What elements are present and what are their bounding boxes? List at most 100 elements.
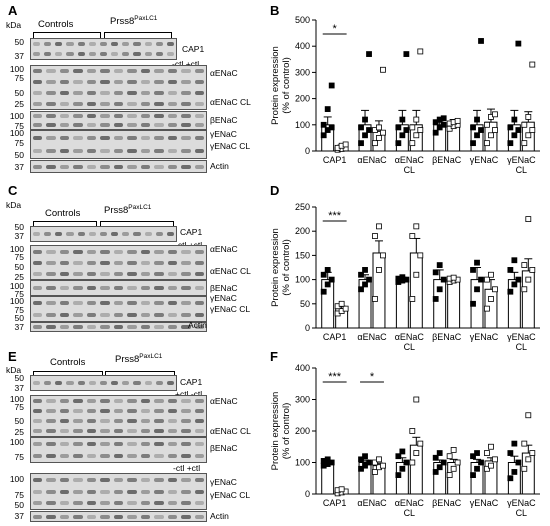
data-point xyxy=(320,271,327,278)
blot-band xyxy=(73,501,83,506)
blot-band xyxy=(154,122,164,127)
blot-band xyxy=(86,301,97,305)
blot-band xyxy=(100,114,110,119)
category-label: βENaC xyxy=(432,498,462,508)
data-point xyxy=(413,450,420,456)
blot-band xyxy=(46,149,56,154)
data-point xyxy=(478,459,484,466)
blot-band xyxy=(127,313,137,317)
blot-band xyxy=(122,42,130,46)
blot-band xyxy=(100,429,110,433)
data-point xyxy=(521,440,528,447)
label-gamma-enac: γENaC xyxy=(210,477,237,487)
blot-band xyxy=(111,52,119,56)
blot-band xyxy=(33,301,43,305)
blot-band xyxy=(33,90,43,95)
panel-letter-c: C xyxy=(8,183,18,198)
blot-gamma-enac xyxy=(30,473,207,510)
blot-band xyxy=(181,135,191,140)
y-tick-label: 150 xyxy=(295,250,310,260)
data-point xyxy=(409,124,416,131)
data-point xyxy=(366,127,372,133)
blot-band xyxy=(140,477,151,482)
category-label: CAP1 xyxy=(323,155,347,165)
blot-band xyxy=(86,501,97,506)
panel-letter-d: D xyxy=(270,183,280,198)
blot-band xyxy=(46,114,56,119)
category-label: CL xyxy=(404,165,416,175)
panel-letter-b: B xyxy=(270,3,280,18)
label-gamma-enac-cl: γENaC CL xyxy=(210,141,251,151)
significance-label: *** xyxy=(328,371,342,383)
category-label: CL xyxy=(516,508,528,518)
data-point xyxy=(488,443,494,450)
label-gamma-enac-cl: γENaC CL xyxy=(210,490,251,500)
blot-band xyxy=(59,301,70,305)
category-label: γENaC xyxy=(470,498,499,508)
blot-band xyxy=(73,409,83,413)
blot-band xyxy=(55,232,63,236)
blot-band xyxy=(88,381,96,385)
blot-band xyxy=(154,454,164,458)
data-point xyxy=(507,124,514,131)
data-point xyxy=(450,274,457,281)
mw-label: 75 xyxy=(14,121,24,131)
blot-band xyxy=(86,325,97,329)
data-point xyxy=(399,465,406,472)
data-point xyxy=(328,459,335,466)
blot-band xyxy=(167,429,178,433)
blot-band xyxy=(167,454,178,458)
data-point xyxy=(470,267,476,273)
blot-band xyxy=(167,489,178,494)
blot-band xyxy=(181,429,191,433)
mw-label: 100 xyxy=(9,394,24,404)
blot-band xyxy=(86,271,97,276)
data-point xyxy=(450,465,457,472)
blot-band xyxy=(46,489,56,494)
blot-band xyxy=(154,260,164,265)
blot-band xyxy=(46,409,56,413)
bar xyxy=(395,279,409,329)
blot-band xyxy=(59,80,70,85)
blot-band xyxy=(33,149,43,154)
data-point xyxy=(474,132,480,139)
data-point xyxy=(507,140,514,147)
blot-band xyxy=(73,442,83,446)
data-point xyxy=(324,267,331,273)
blot-band xyxy=(55,42,63,46)
blot-band xyxy=(33,313,43,317)
blot-band xyxy=(181,454,191,458)
blot-band xyxy=(86,514,97,519)
category-label: γENaC xyxy=(470,155,499,165)
blot-band xyxy=(194,260,204,265)
category-label: αENaC xyxy=(357,498,387,508)
blot-band xyxy=(133,52,141,56)
blot-band xyxy=(154,501,164,506)
blot-band xyxy=(46,454,56,458)
blot-band xyxy=(59,313,70,317)
data-point xyxy=(470,140,476,147)
blot-band xyxy=(127,429,137,433)
blot-band xyxy=(33,42,41,46)
blot-band xyxy=(86,477,97,482)
label-beta-enac: βENaC xyxy=(210,443,238,453)
blot-band xyxy=(99,381,108,385)
mw-label: 50 xyxy=(14,416,24,426)
blot-band xyxy=(113,442,124,446)
label-alpha-enac-cl: αENaC CL xyxy=(210,266,251,276)
category-label: CL xyxy=(404,342,416,352)
blot-band xyxy=(154,90,164,95)
data-point xyxy=(395,124,402,131)
blot-band xyxy=(113,101,124,106)
blot-band xyxy=(46,501,56,506)
data-point xyxy=(492,127,498,133)
mw-label: 50 xyxy=(14,150,24,160)
blot-band xyxy=(59,489,70,494)
data-point xyxy=(395,453,402,460)
controls-label: Controls xyxy=(50,357,86,368)
blot-band xyxy=(66,381,74,385)
y-axis-label: Protein expression xyxy=(270,228,281,307)
data-point xyxy=(372,296,378,302)
blot-band xyxy=(88,42,96,46)
blot-band xyxy=(133,232,141,236)
